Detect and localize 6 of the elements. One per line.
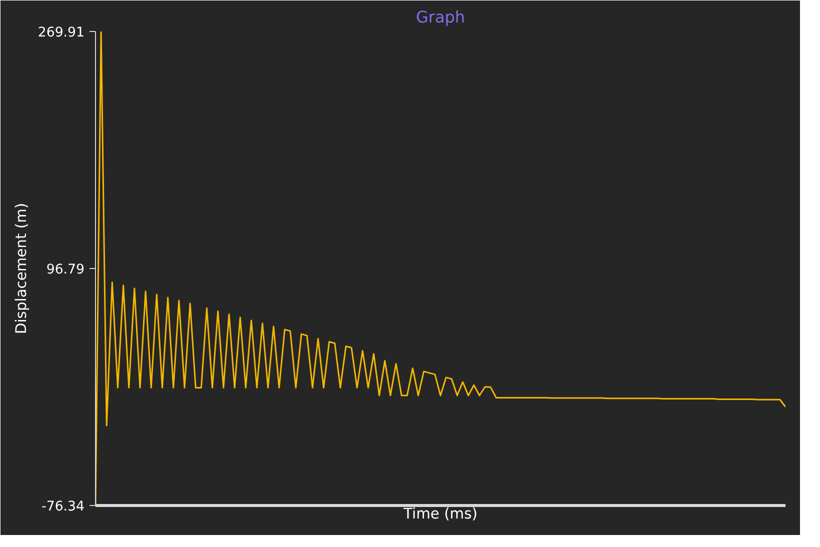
x-axis-title: Time (ms) [402, 506, 478, 522]
y-axis-title: Displacement (m) [12, 202, 30, 334]
chart-title: Graph [416, 8, 466, 26]
y-tick-label: 96.79 [46, 262, 84, 278]
y-tick-label: -76.34 [42, 500, 85, 514]
y-tick-label: 269.91 [38, 26, 85, 40]
